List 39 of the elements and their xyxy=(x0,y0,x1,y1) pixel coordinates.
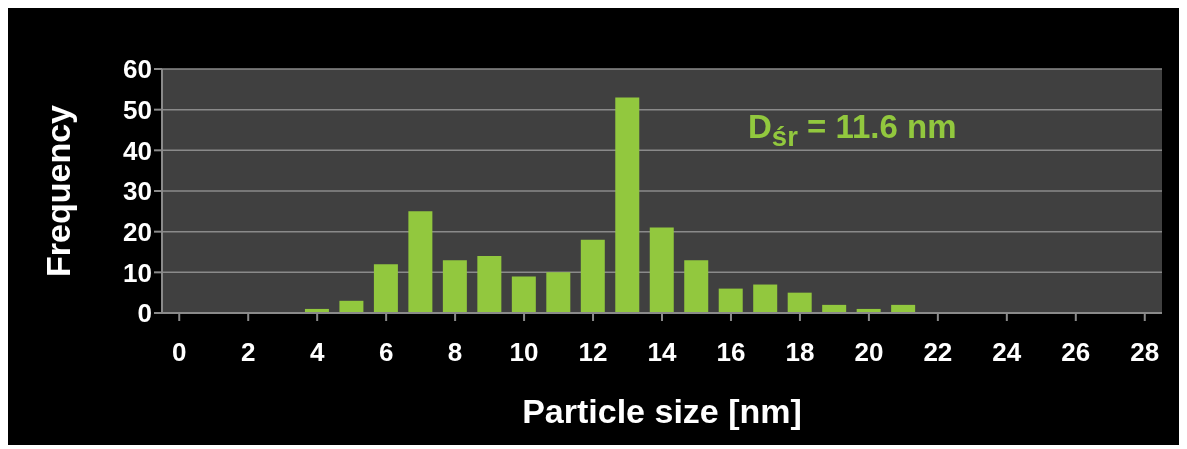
bar xyxy=(339,300,364,313)
bar xyxy=(546,272,571,313)
x-tick-label: 24 xyxy=(992,337,1022,368)
x-tick-label: 26 xyxy=(1061,337,1091,368)
y-axis-title: Frequency xyxy=(39,104,78,277)
x-axis-title: Particle size [nm] xyxy=(522,392,802,430)
x-tick-label: 18 xyxy=(785,337,815,368)
x-tick-label: 22 xyxy=(923,337,953,368)
x-tick-label: 20 xyxy=(854,337,884,368)
y-tick-label: 10 xyxy=(123,257,152,288)
bar xyxy=(684,260,709,313)
bar xyxy=(649,227,674,313)
y-tick-label: 60 xyxy=(123,54,152,85)
annotation: D$_{śr}$ = 11.6 nm xyxy=(748,108,957,153)
y-tick-label: 30 xyxy=(123,176,152,207)
bar xyxy=(580,239,605,313)
bar xyxy=(753,284,778,313)
x-tick-label: 12 xyxy=(578,337,608,368)
bar xyxy=(615,97,640,313)
bar xyxy=(787,292,812,313)
x-tick-label: 28 xyxy=(1130,337,1160,368)
x-tick-label: 8 xyxy=(447,337,463,368)
x-tick-label: 2 xyxy=(240,337,256,368)
bar xyxy=(511,276,536,313)
x-tick-label: 14 xyxy=(647,337,677,368)
bar xyxy=(718,288,743,313)
bar xyxy=(408,211,433,313)
y-tick-label: 0 xyxy=(137,298,152,329)
bar xyxy=(373,264,398,313)
y-tick-label: 40 xyxy=(123,135,152,166)
y-tick-label: 50 xyxy=(123,94,152,125)
x-tick-label: 0 xyxy=(172,337,187,368)
x-tick-label: 16 xyxy=(716,337,746,368)
y-tick-label: 20 xyxy=(123,216,152,247)
bar xyxy=(442,260,467,313)
bar xyxy=(477,256,502,313)
x-tick-label: 10 xyxy=(509,337,539,368)
x-tick-label: 6 xyxy=(378,337,394,368)
x-tick-label: 4 xyxy=(309,337,325,368)
